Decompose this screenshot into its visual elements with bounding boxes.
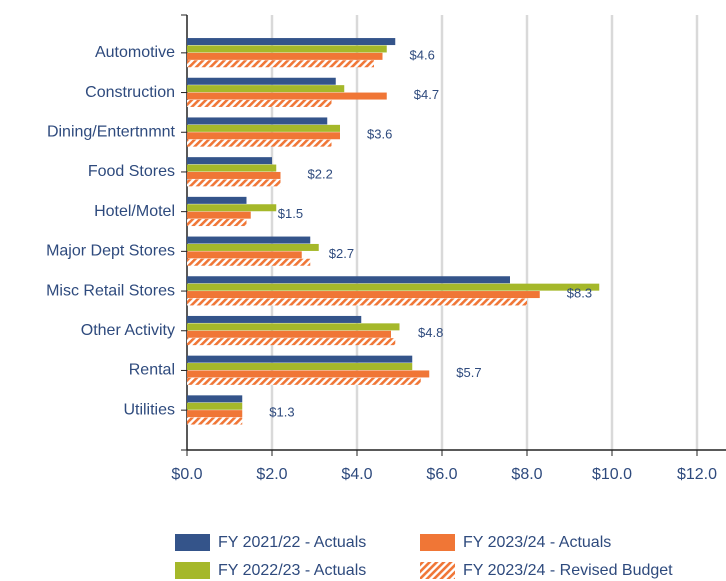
category-label: Hotel/Motel xyxy=(94,203,175,220)
legend-swatch xyxy=(175,534,210,551)
bar xyxy=(187,283,600,291)
bar xyxy=(187,370,430,378)
data-label: $4.7 xyxy=(414,87,439,102)
legend-label: FY 2023/24 - Actuals xyxy=(463,534,611,551)
bar xyxy=(187,92,387,100)
legend-swatch xyxy=(420,562,455,579)
bar xyxy=(187,196,247,204)
bar xyxy=(187,402,243,410)
bar xyxy=(187,377,421,385)
category-label: Dining/Entertnmnt xyxy=(47,123,176,140)
bar xyxy=(187,60,374,68)
bar xyxy=(187,363,413,371)
legend-swatch xyxy=(420,534,455,551)
bar xyxy=(187,38,396,46)
bar xyxy=(187,52,383,60)
data-label: $2.2 xyxy=(308,166,333,181)
bar xyxy=(187,77,336,85)
bar xyxy=(187,243,319,251)
bar xyxy=(187,124,340,132)
bar xyxy=(187,164,277,172)
bar xyxy=(187,211,251,219)
bar xyxy=(187,417,243,425)
bar xyxy=(187,395,243,403)
bar xyxy=(187,315,362,323)
x-tick-label: $6.0 xyxy=(426,466,457,483)
x-tick-label: $8.0 xyxy=(511,466,542,483)
bar xyxy=(187,117,328,125)
category-label: Utilities xyxy=(123,401,175,418)
x-tick-label: $10.0 xyxy=(592,466,632,483)
bar xyxy=(187,171,281,179)
bar xyxy=(187,179,281,187)
bar xyxy=(187,204,277,212)
bar xyxy=(187,85,345,93)
data-label: $1.3 xyxy=(269,405,294,420)
bar xyxy=(187,157,272,165)
data-label: $2.7 xyxy=(329,246,354,261)
category-label: Automotive xyxy=(95,44,175,61)
bar xyxy=(187,139,332,147)
bar xyxy=(187,410,243,418)
bar xyxy=(187,45,387,53)
bar xyxy=(187,330,391,338)
category-label: Misc Retail Stores xyxy=(46,282,175,299)
data-label: $8.3 xyxy=(567,285,592,300)
bar xyxy=(187,251,302,259)
x-tick-label: $2.0 xyxy=(256,466,287,483)
bar xyxy=(187,99,332,107)
legend-swatch xyxy=(175,562,210,579)
category-label: Rental xyxy=(129,362,175,379)
x-tick-label: $12.0 xyxy=(677,466,717,483)
data-label: $5.7 xyxy=(456,365,481,380)
bar xyxy=(187,338,396,346)
category-label: Major Dept Stores xyxy=(46,243,175,260)
bar xyxy=(187,323,400,331)
bar xyxy=(187,276,510,284)
bar xyxy=(187,236,311,244)
data-label: $1.5 xyxy=(278,206,303,221)
legend-label: FY 2021/22 - Actuals xyxy=(218,534,366,551)
category-label: Construction xyxy=(85,84,175,101)
x-tick-label: $0.0 xyxy=(171,466,202,483)
category-label: Other Activity xyxy=(81,322,175,339)
legend-label: FY 2022/23 - Actuals xyxy=(218,562,366,579)
legend-label: FY 2023/24 - Revised Budget xyxy=(463,562,673,579)
category-label: Food Stores xyxy=(88,163,175,180)
bar xyxy=(187,355,413,363)
data-label: $4.8 xyxy=(418,325,443,340)
bar xyxy=(187,219,247,227)
bar xyxy=(187,298,527,306)
data-label: $3.6 xyxy=(367,127,392,142)
bar xyxy=(187,291,540,299)
data-label: $4.6 xyxy=(410,47,435,62)
bar xyxy=(187,132,340,140)
x-tick-label: $4.0 xyxy=(341,466,372,483)
bar xyxy=(187,258,311,266)
